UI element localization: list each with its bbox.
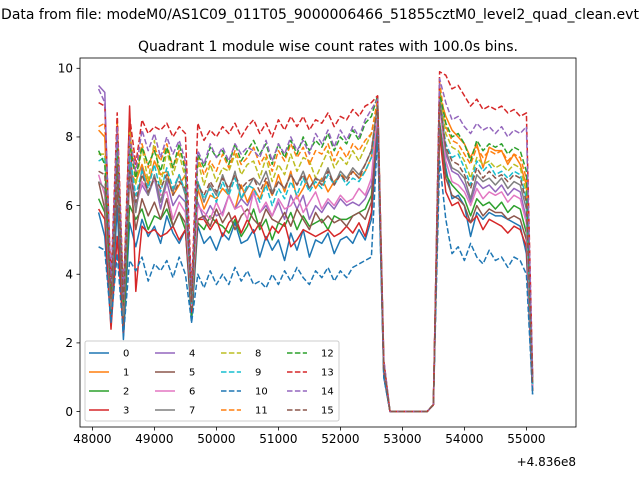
legend-entry-4: 4: [155, 349, 195, 360]
plot-frame: [79, 57, 577, 428]
legend-entry-2: 2: [89, 387, 129, 398]
legend-label: 4: [189, 349, 195, 360]
legend-label: 8: [255, 349, 261, 360]
x-tick-label: 55000: [507, 432, 545, 446]
legend-entry-12: 12: [287, 349, 334, 360]
legend-entry-14: 14: [287, 387, 334, 398]
y-axis: 0 2 4 6 8 10: [58, 62, 80, 419]
chart-title: Quadrant 1 module wise count rates with …: [138, 39, 518, 55]
x-tick-label: 51000: [259, 432, 297, 446]
series-line-0: [97, 122, 534, 413]
y-tick-label: 0: [65, 405, 73, 419]
series-line-15: [98, 101, 534, 413]
legend-entry-0: 0: [89, 349, 129, 360]
x-axis: 48000 49000 50000 51000 52000 53000 54000 55000: [73, 427, 545, 446]
legend-entry-3: 3: [89, 406, 129, 417]
legend-entry-1: 1: [89, 368, 129, 379]
legend-frame: [84, 340, 340, 422]
legend-label: 13: [321, 368, 334, 379]
legend-label: 6: [189, 387, 195, 398]
legend-entry-15: 15: [287, 406, 334, 417]
y-tick-label: 4: [65, 268, 73, 282]
legend-entry-10: 10: [221, 387, 268, 398]
series-line-4: [98, 84, 534, 413]
legend-label: 1: [123, 368, 129, 379]
legend-entry-13: 13: [287, 368, 334, 379]
x-tick-label: 54000: [445, 432, 483, 446]
x-tick-label: 48000: [73, 432, 111, 446]
x-offset-label: +4.836e8: [517, 455, 576, 469]
legend-label: 0: [123, 349, 129, 360]
y-tick-label: 8: [65, 130, 73, 144]
x-tick-label: 49000: [135, 432, 173, 446]
legend-label: 5: [189, 368, 195, 379]
y-tick-label: 2: [65, 336, 73, 350]
series-line-3: [97, 105, 534, 413]
x-tick-label: 52000: [321, 432, 359, 446]
series-layer: [97, 70, 534, 413]
x-tick-label: 53000: [383, 432, 421, 446]
legend-label: 3: [123, 406, 129, 417]
series-line-2: [97, 115, 534, 413]
series-line-6: [97, 105, 534, 413]
y-tick-label: 6: [65, 199, 73, 213]
legend-entry-6: 6: [155, 387, 195, 398]
series-line-9: [98, 101, 534, 413]
series-line-5: [97, 119, 534, 413]
legend-label: 11: [255, 406, 268, 417]
legend-entry-8: 8: [221, 349, 261, 360]
legend-entry-5: 5: [155, 368, 195, 379]
legend-entry-11: 11: [221, 406, 268, 417]
y-tick-label: 10: [58, 62, 73, 76]
figure-suptitle: Data from file: modeM0/AS1C09_011T05_900…: [1, 7, 639, 23]
legend-label: 2: [123, 387, 129, 398]
legend-label: 10: [255, 387, 268, 398]
series-line-10: [98, 132, 534, 413]
legend-label: 15: [321, 406, 334, 417]
legend-entry-7: 7: [155, 406, 195, 417]
x-tick-label: 50000: [197, 432, 235, 446]
legend-label: 12: [321, 349, 334, 360]
series-line-14: [97, 77, 534, 413]
legend-label: 9: [255, 368, 261, 379]
legend-entry-9: 9: [221, 368, 261, 379]
legend-label: 7: [189, 406, 195, 417]
series-line-13: [98, 70, 534, 413]
legend-label: 14: [321, 387, 334, 398]
